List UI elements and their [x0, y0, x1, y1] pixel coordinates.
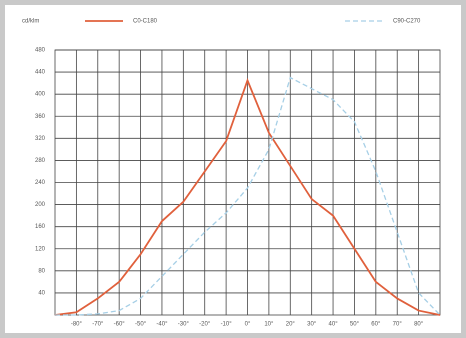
panel [5, 5, 461, 333]
y-tick-label: 280 [35, 158, 46, 164]
y-tick-label: 200 [35, 202, 46, 208]
x-tick-label: 0° [245, 322, 251, 328]
y-tick-label: 480 [35, 48, 46, 54]
legend-label: C0-C180 [133, 19, 158, 25]
x-tick-label: -40° [156, 322, 168, 328]
x-tick-label: -10° [221, 322, 233, 328]
x-tick-label: 50° [350, 322, 360, 328]
x-tick-label: -30° [178, 322, 190, 328]
y-tick-label: 80 [38, 268, 45, 274]
y-tick-label: 40 [38, 290, 45, 296]
x-tick-label: 30° [307, 322, 317, 328]
x-tick-label: -50° [135, 322, 147, 328]
y-tick-label: 440 [35, 70, 46, 76]
y-tick-label: 160 [35, 224, 46, 230]
x-tick-label: 40° [329, 322, 339, 328]
x-tick-label: 20° [286, 322, 296, 328]
unit-label: cd/klm [22, 19, 39, 25]
y-tick-label: 120 [35, 246, 46, 252]
y-tick-label: 360 [35, 114, 46, 120]
x-tick-label: -20° [199, 322, 211, 328]
y-tick-label: 240 [35, 180, 46, 186]
x-tick-label: 70° [393, 322, 403, 328]
legend-label: C90-C270 [393, 19, 421, 25]
series-line [55, 76, 441, 316]
series-line [54, 77, 441, 316]
x-tick-label: -80° [71, 322, 83, 328]
y-tick-label: 400 [35, 92, 46, 98]
x-tick-label: -60° [114, 322, 126, 328]
x-tick-label: 80° [414, 322, 424, 328]
x-tick-label: -70° [92, 322, 104, 328]
y-tick-label: 320 [35, 136, 46, 142]
x-tick-label: 60° [371, 322, 381, 328]
x-tick-label: 10° [264, 322, 274, 328]
